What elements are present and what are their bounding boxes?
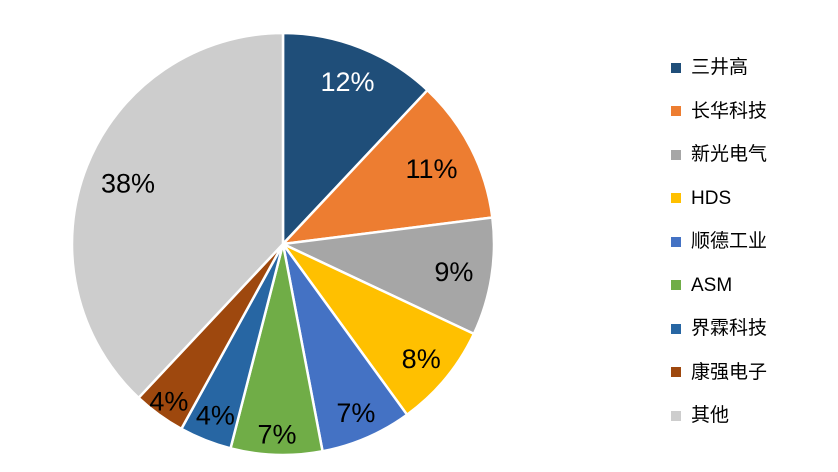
legend-label-3: HDS [691, 187, 732, 209]
legend-label-4: 顺德工业 [691, 231, 768, 253]
legend-swatch-4 [671, 236, 681, 247]
pie-slice-label-1: 11% [405, 154, 457, 184]
legend-swatch-8 [671, 410, 681, 421]
pie-slice-label-6: 4% [196, 400, 235, 430]
legend-swatch-6 [671, 323, 681, 334]
legend-swatch-2 [671, 149, 681, 160]
pie-slice-label-0: 12% [320, 67, 374, 97]
legend-item-4: 顺德工业 [671, 220, 767, 264]
legend-label-1: 长华科技 [691, 100, 768, 122]
pie-slice-label-2: 9% [434, 257, 473, 287]
legend-swatch-0 [671, 62, 681, 73]
legend-label-7: 康强电子 [691, 361, 768, 383]
chart-legend: 三井高长华科技新光电气 HDS 顺德工业 ASM 界霖科技康强电子其他 [671, 46, 767, 438]
pie-slice-label-3: 8% [402, 344, 441, 374]
legend-item-7: 康强电子 [671, 351, 767, 395]
legend-swatch-3 [671, 193, 681, 204]
legend-label-8: 其他 [691, 405, 730, 427]
pie-slice-2 [281, 216, 496, 336]
legend-label-2: 新光电气 [691, 144, 768, 166]
pie-slice-label-4: 7% [336, 398, 375, 428]
pie-slice-label-5: 7% [257, 420, 296, 450]
pie-slice-1 [281, 88, 494, 246]
legend-label-6: 界霖科技 [691, 318, 768, 340]
pie-slice-8 [70, 31, 285, 400]
pie-slice-0 [281, 31, 429, 246]
legend-swatch-7 [671, 367, 681, 378]
legend-item-2: 新光电气 [671, 133, 767, 177]
legend-label-0: 三井高 [691, 57, 749, 79]
legend-item-5: ASM [671, 264, 767, 308]
pie-slice-label-8: 38% [101, 168, 155, 198]
legend-label-5: ASM [691, 274, 733, 296]
pie-slice-3 [281, 242, 476, 416]
pie-slice-label-7: 4% [149, 387, 188, 417]
pie-slices-group [70, 31, 496, 457]
legend-item-8: 其他 [671, 394, 767, 438]
legend-swatch-1 [671, 106, 681, 117]
legend-item-6: 界霖科技 [671, 307, 767, 351]
legend-item-0: 三井高 [671, 46, 767, 90]
legend-swatch-5 [671, 280, 681, 291]
legend-item-1: 长华科技 [671, 90, 767, 134]
legend-item-3: HDS [671, 177, 767, 221]
pie-slice-labels-group: 12% 11% 9% 8% 7% 7% 4% 4% 38% [101, 67, 473, 450]
